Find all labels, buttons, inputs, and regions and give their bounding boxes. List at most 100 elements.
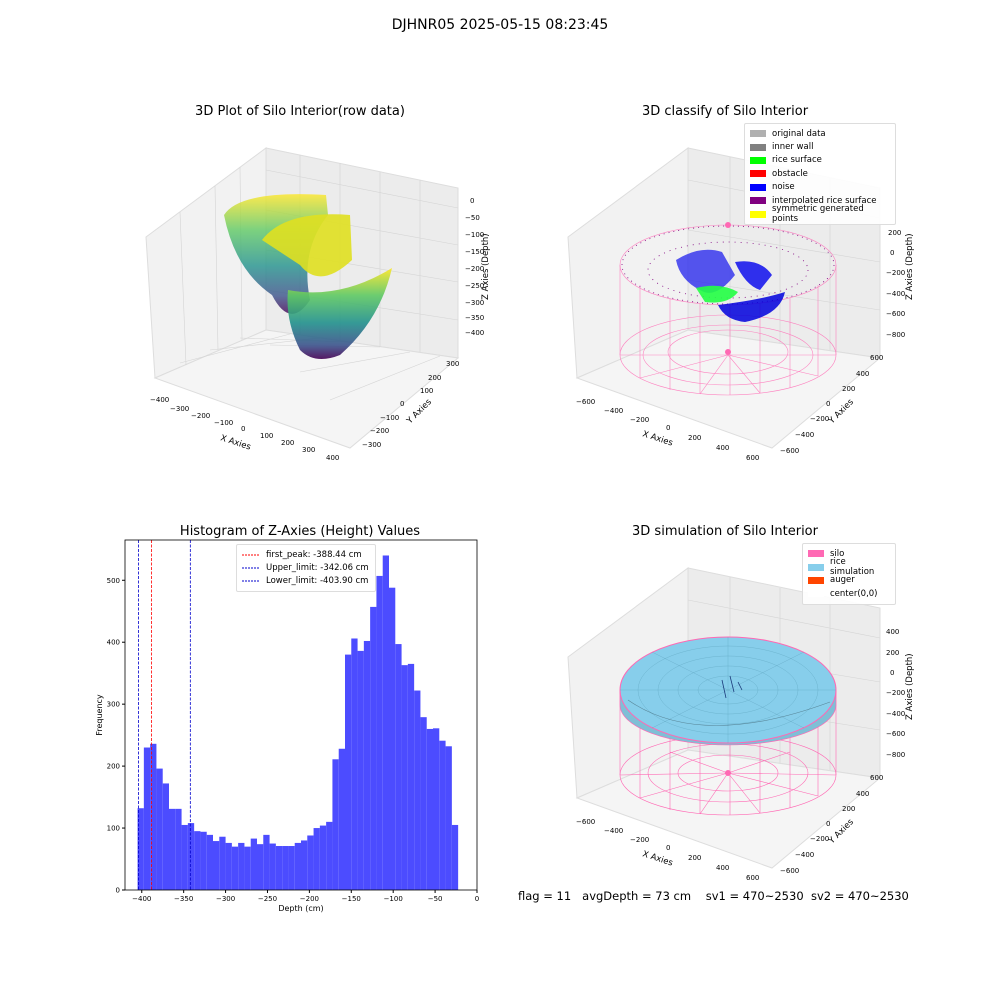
- legend-item: symmetric generated points: [750, 204, 890, 224]
- histogram-bar: [294, 842, 301, 890]
- histogram-bar: [225, 842, 232, 890]
- x-axis-label: X Axies: [641, 849, 674, 868]
- histogram-title: Histogram of Z-Axies (Height) Values: [179, 524, 421, 539]
- tick-label: −400: [465, 329, 484, 337]
- tick-label: 400: [716, 864, 729, 872]
- x-tick-label: −250: [258, 895, 277, 903]
- histogram-bar: [319, 825, 327, 890]
- tick-label: 200: [888, 229, 901, 237]
- tick-label: −400: [886, 710, 905, 718]
- histogram-bar: [307, 835, 314, 890]
- histogram-bar: [395, 644, 402, 890]
- y-tick-label: 0: [116, 887, 120, 895]
- legend-line: [242, 567, 260, 569]
- histogram-bar: [301, 840, 308, 890]
- flag-text: flag = 11: [518, 889, 572, 903]
- tick-label: −100: [380, 414, 399, 422]
- tick-label: 400: [856, 790, 869, 798]
- y-tick-label: 200: [107, 763, 120, 771]
- histogram-bar: [332, 759, 339, 890]
- tick-label: −400: [886, 290, 905, 298]
- z-axis-label: Z Axies (Depth): [481, 233, 490, 300]
- histogram-bar: [407, 663, 415, 890]
- legend-item: Upper_limit: -342.06 cm: [242, 561, 370, 574]
- tick-label: 600: [746, 874, 759, 880]
- histogram-bar: [357, 650, 364, 890]
- y-axis-label: Frequency: [95, 694, 104, 736]
- tick-label: −200: [370, 427, 389, 435]
- histogram-bar: [313, 828, 320, 890]
- tick-label: −200: [886, 689, 905, 697]
- z-axis-label: Z Axies (Depth): [905, 233, 915, 300]
- tick-label: 0: [470, 197, 474, 205]
- x-axis-label: X Axies: [641, 429, 674, 448]
- histogram-bar: [269, 843, 276, 890]
- histogram-bar: [363, 640, 371, 890]
- histogram-bar: [445, 746, 452, 890]
- tick-label: −800: [886, 751, 905, 759]
- y-tick-label: 400: [107, 639, 120, 647]
- legend-item: rice surface: [750, 154, 890, 167]
- legend-item: auger: [808, 574, 890, 587]
- legend-swatch: [808, 563, 824, 571]
- tick-label: −300: [170, 405, 189, 413]
- histogram-bar: [156, 768, 163, 890]
- histogram-bar: [238, 842, 245, 890]
- x-tick-label: −300: [216, 895, 235, 903]
- tick-label: −200: [810, 835, 829, 843]
- tick-label: −600: [780, 867, 799, 875]
- tick-label: −150: [465, 248, 484, 256]
- histogram-bar: [326, 821, 333, 890]
- tick-label: 300: [446, 360, 459, 368]
- legend-swatch: [750, 156, 766, 164]
- histogram-chart: −400 −350 −300 −250 −200 −150 −100 −50 0 0 100 200…: [95, 539, 479, 913]
- histogram-bar: [451, 824, 459, 890]
- tick-label: −200: [810, 415, 829, 423]
- tick-label: 0: [826, 820, 830, 828]
- histogram-bar: [351, 638, 358, 890]
- tick-label: −250: [465, 282, 484, 290]
- histogram-bar: [250, 838, 257, 890]
- plot2-title: 3D classify of Silo Interior: [641, 104, 809, 119]
- histogram-bar: [345, 654, 352, 890]
- legend-item: first_peak: -388.44 cm: [242, 548, 370, 561]
- tick-label: 200: [688, 854, 701, 862]
- plot4-legend: silo rice simulation auger center(0,0): [802, 543, 896, 605]
- legend-swatch: [808, 576, 824, 584]
- figure-title: DJHNR05 2025-05-15 08:23:45: [391, 17, 609, 33]
- tick-label: 400: [326, 454, 339, 460]
- x-tick-label: −50: [428, 895, 443, 903]
- tick-label: 300: [302, 446, 315, 454]
- legend-swatch: [750, 130, 766, 138]
- legend-swatch: [750, 170, 766, 178]
- histogram-bar: [200, 831, 207, 890]
- histogram-bar: [282, 846, 289, 890]
- tick-label: 0: [826, 400, 830, 408]
- legend-line: [242, 554, 260, 556]
- legend-item: silo: [808, 547, 890, 560]
- y-tick-label: 500: [107, 577, 120, 585]
- x-tick-label: −400: [132, 895, 151, 903]
- tick-label: 0: [241, 425, 245, 433]
- plot2-legend: original data inner wall rice surface ob…: [744, 123, 896, 225]
- histogram-bar: [263, 834, 270, 890]
- histogram-bar: [219, 836, 226, 890]
- tick-label: −350: [465, 314, 484, 322]
- histogram-bar: [376, 575, 383, 890]
- y-tick-label: 100: [107, 825, 120, 833]
- legend-item: noise: [750, 181, 890, 194]
- histogram-bar: [150, 743, 157, 890]
- histogram-bar: [206, 834, 213, 890]
- tick-label: −100: [465, 231, 484, 239]
- tick-label: 100: [260, 432, 273, 440]
- tick-label: −600: [780, 447, 799, 455]
- tick-label: 400: [716, 444, 729, 452]
- legend-swatch: [750, 210, 766, 218]
- y-tick-label: 300: [107, 701, 120, 709]
- tick-label: −600: [886, 730, 905, 738]
- histogram-bar: [288, 846, 295, 890]
- legend-item: inner wall: [750, 140, 890, 153]
- tick-label: 200: [842, 805, 855, 813]
- tick-label: 400: [856, 370, 869, 378]
- legend-item: interpolated rice surface: [750, 194, 890, 207]
